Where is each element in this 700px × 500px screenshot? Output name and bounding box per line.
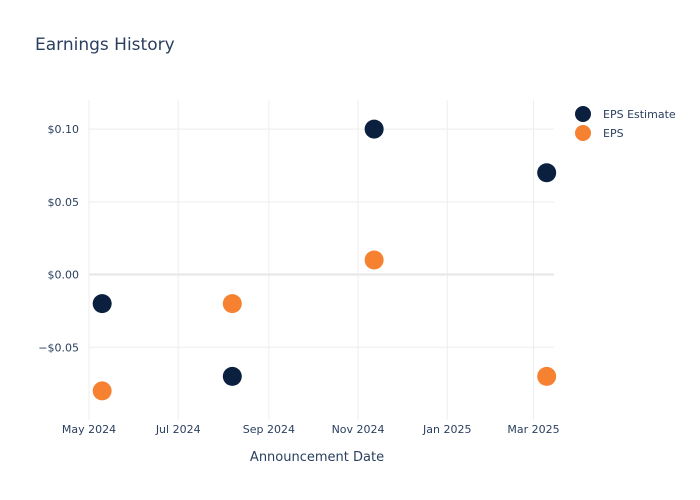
eps-point [92, 381, 112, 401]
legend-marker-eps-estimate [575, 106, 591, 122]
x-axis-title: Announcement Date [250, 450, 384, 465]
axis-layer: May 2024 Jul 2024 Sep 2024 Nov 2024 Jan 2025… [38, 123, 559, 436]
y-tick-label: −$0.05 [38, 341, 79, 354]
eps-point [537, 366, 557, 386]
eps-point [364, 250, 384, 270]
chart-title: Earnings History [35, 35, 175, 55]
legend: EPS Estimate EPS [575, 106, 676, 141]
y-tick-label: $0.00 [48, 269, 80, 282]
marks-layer [92, 119, 557, 401]
x-tick-label: May 2024 [62, 423, 116, 436]
x-tick-label: Nov 2024 [332, 423, 385, 436]
eps-estimate-point [364, 119, 384, 139]
legend-label-eps: EPS [603, 127, 624, 140]
x-tick-label: Sep 2024 [243, 423, 295, 436]
eps-estimate-point [92, 294, 112, 314]
legend-marker-eps [575, 125, 591, 141]
x-tick-label: Mar 2025 [507, 423, 559, 436]
x-tick-label: Jan 2025 [422, 423, 471, 436]
y-tick-label: $0.10 [48, 123, 80, 136]
y-tick-label: $0.05 [48, 196, 80, 209]
grid-layer [88, 100, 554, 420]
legend-label-eps-estimate: EPS Estimate [603, 108, 676, 121]
eps-point [222, 294, 242, 314]
eps-estimate-point [537, 163, 557, 183]
x-tick-label: Jul 2024 [155, 423, 201, 436]
eps-estimate-point [222, 366, 242, 386]
